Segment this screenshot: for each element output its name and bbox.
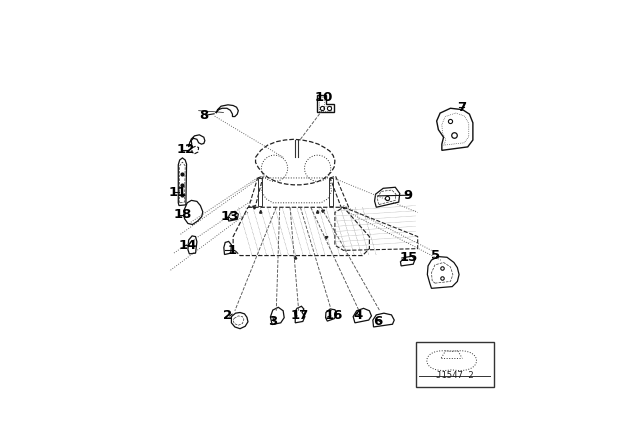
Text: 7: 7 [458, 101, 467, 114]
Text: 1: 1 [228, 244, 237, 257]
Text: 17: 17 [291, 310, 309, 323]
Text: 5: 5 [431, 249, 440, 262]
Text: 15: 15 [399, 251, 418, 264]
Text: J1547 2: J1547 2 [436, 371, 474, 380]
Text: 8: 8 [200, 109, 209, 122]
Polygon shape [260, 211, 262, 213]
Text: 4: 4 [353, 309, 363, 322]
Polygon shape [294, 256, 297, 259]
Polygon shape [322, 210, 324, 212]
Text: 18: 18 [173, 208, 192, 221]
Text: 2: 2 [223, 310, 232, 323]
Text: 6: 6 [373, 315, 383, 328]
Text: 14: 14 [179, 239, 197, 252]
Polygon shape [253, 207, 256, 209]
Text: 12: 12 [176, 143, 195, 156]
Text: 10: 10 [314, 91, 333, 104]
Bar [416, 342, 493, 387]
Text: 9: 9 [403, 189, 412, 202]
Text: 13: 13 [220, 210, 239, 223]
Text: 16: 16 [324, 310, 343, 323]
Polygon shape [317, 211, 319, 213]
Text: 11: 11 [168, 186, 187, 199]
Polygon shape [325, 237, 328, 239]
Text: 3: 3 [268, 314, 277, 327]
